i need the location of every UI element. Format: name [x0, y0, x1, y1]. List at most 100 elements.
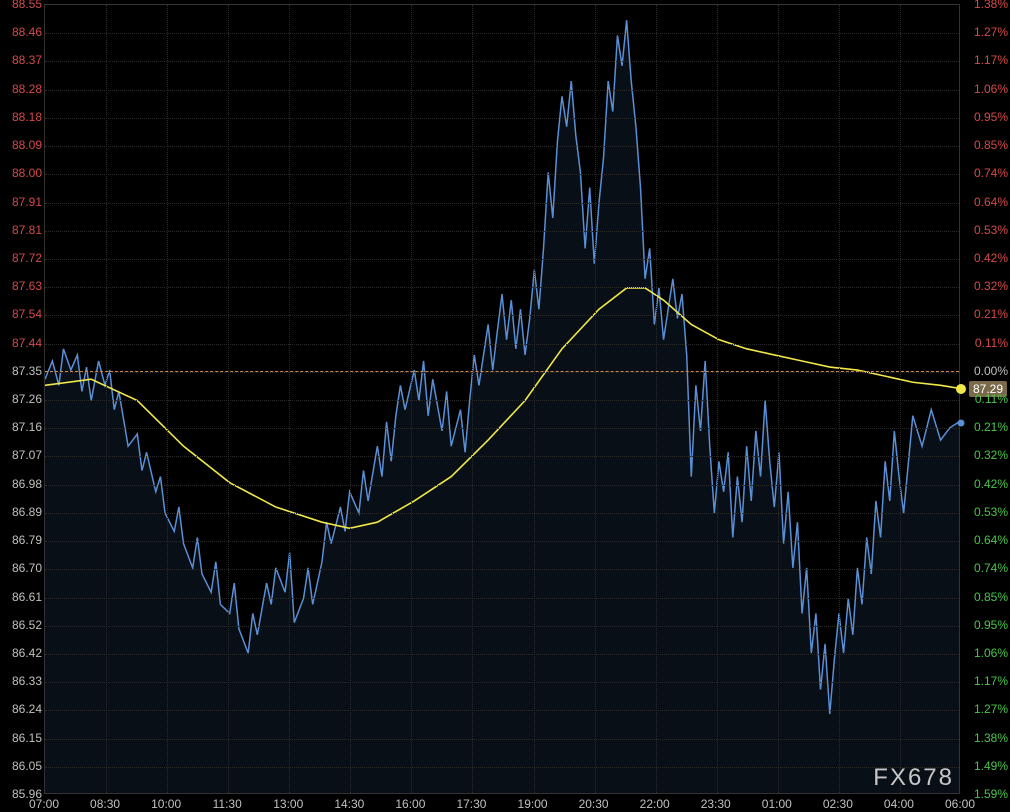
gridline-v	[900, 5, 901, 793]
y-right-label: 0.42%	[962, 477, 1008, 491]
gridline-h	[45, 598, 959, 599]
y-left-label: 86.05	[2, 759, 42, 773]
x-label: 04:00	[884, 797, 914, 811]
x-label: 02:30	[823, 797, 853, 811]
x-label: 06:00	[945, 797, 975, 811]
gridline-h	[45, 287, 959, 288]
gridline-h	[45, 61, 959, 62]
x-label: 16:00	[395, 797, 425, 811]
y-right-label: 0.00%	[962, 364, 1008, 378]
y-left-label: 87.16	[2, 420, 42, 434]
y-right-label: 0.85%	[962, 590, 1008, 604]
y-right-label: 1.17%	[962, 53, 1008, 67]
y-left-label: 88.37	[2, 53, 42, 67]
x-label: 23:30	[701, 797, 731, 811]
gridline-h	[45, 456, 959, 457]
x-label: 19:00	[518, 797, 548, 811]
gridline-h	[45, 372, 959, 373]
gridline-h	[45, 174, 959, 175]
x-label: 13:00	[273, 797, 303, 811]
x-label: 17:30	[456, 797, 486, 811]
gridline-h	[45, 682, 959, 683]
gridline-h	[45, 710, 959, 711]
y-left-label: 88.46	[2, 25, 42, 39]
gridline-v	[656, 5, 657, 793]
gridline-h	[45, 400, 959, 401]
gridline-h	[45, 541, 959, 542]
x-label: 07:00	[29, 797, 59, 811]
y-left-label: 86.33	[2, 674, 42, 688]
x-label: 22:00	[640, 797, 670, 811]
gridline-v	[839, 5, 840, 793]
y-right-label: 1.38%	[962, 731, 1008, 745]
y-right-label: 0.11%	[962, 336, 1008, 350]
gridline-v	[106, 5, 107, 793]
x-label: 01:00	[762, 797, 792, 811]
plot-area[interactable]: 87.29	[44, 4, 960, 794]
x-label: 14:30	[334, 797, 364, 811]
y-left-label: 87.81	[2, 223, 42, 237]
chart-svg	[45, 5, 959, 793]
gridline-v	[228, 5, 229, 793]
y-right-label: 1.17%	[962, 674, 1008, 688]
gridline-h	[45, 231, 959, 232]
y-left-label: 88.55	[2, 0, 42, 11]
y-right-label: 0.95%	[962, 110, 1008, 124]
gridline-h	[45, 33, 959, 34]
gridline-v	[167, 5, 168, 793]
y-right-label: 1.27%	[962, 25, 1008, 39]
x-label: 11:30	[213, 797, 242, 811]
gridline-h	[45, 90, 959, 91]
gridline-h	[45, 767, 959, 768]
gridline-v	[350, 5, 351, 793]
gridline-h	[45, 315, 959, 316]
gridline-v	[411, 5, 412, 793]
y-left-label: 86.61	[2, 590, 42, 604]
y-right-label: 0.32%	[962, 448, 1008, 462]
gridline-v	[534, 5, 535, 793]
y-left-label: 87.26	[2, 392, 42, 406]
gridline-h	[45, 428, 959, 429]
y-left-label: 86.98	[2, 477, 42, 491]
y-right-label: 0.53%	[962, 505, 1008, 519]
gridline-v	[717, 5, 718, 793]
y-right-label: 0.64%	[962, 195, 1008, 209]
gridline-h	[45, 485, 959, 486]
y-right-label: 0.85%	[962, 138, 1008, 152]
y-left-label: 88.00	[2, 166, 42, 180]
gridline-h	[45, 146, 959, 147]
gridline-h	[45, 654, 959, 655]
y-left-label: 87.91	[2, 195, 42, 209]
y-left-label: 87.44	[2, 336, 42, 350]
financial-chart: 87.29 FX678	[0, 0, 1010, 812]
gridline-v	[778, 5, 779, 793]
y-left-label: 87.72	[2, 251, 42, 265]
y-left-label: 86.24	[2, 702, 42, 716]
x-label: 08:30	[90, 797, 120, 811]
gridline-h	[45, 513, 959, 514]
y-left-label: 87.35	[2, 364, 42, 378]
gridline-h	[45, 569, 959, 570]
y-right-label: 1.38%	[962, 0, 1008, 11]
y-left-label: 88.09	[2, 138, 42, 152]
y-right-label: 0.74%	[962, 561, 1008, 575]
y-right-label: 0.53%	[962, 223, 1008, 237]
x-label: 20:30	[579, 797, 609, 811]
y-right-label: 0.11%	[962, 392, 1008, 406]
y-left-label: 88.18	[2, 110, 42, 124]
y-left-label: 86.15	[2, 731, 42, 745]
gridline-v	[595, 5, 596, 793]
y-right-label: 0.74%	[962, 166, 1008, 180]
y-left-label: 86.89	[2, 505, 42, 519]
y-right-label: 0.32%	[962, 279, 1008, 293]
y-right-label: 0.21%	[962, 307, 1008, 321]
y-right-label: 1.06%	[962, 82, 1008, 96]
y-left-label: 88.28	[2, 82, 42, 96]
y-left-label: 87.07	[2, 448, 42, 462]
y-right-label: 1.06%	[962, 646, 1008, 660]
gridline-h	[45, 344, 959, 345]
y-right-label: 1.27%	[962, 702, 1008, 716]
gridline-v	[289, 5, 290, 793]
y-right-label: 0.42%	[962, 251, 1008, 265]
y-left-label: 86.52	[2, 618, 42, 632]
